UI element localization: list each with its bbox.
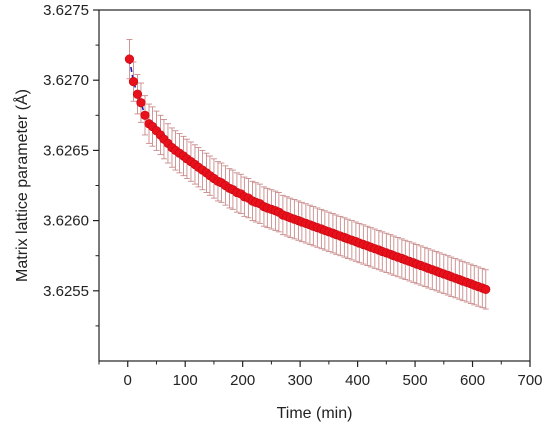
y-tick-label: 3.6260 [43, 213, 89, 230]
data-point [124, 54, 135, 64]
data-point [128, 77, 139, 87]
y-axis-ticks: 3.6255 3.6260 3.6265 3.6270 3.6275 [43, 2, 99, 327]
x-tick-label: 200 [230, 372, 255, 389]
x-tick-label: 400 [345, 372, 370, 389]
y-tick-label: 3.6270 [43, 72, 89, 89]
plot-frame [98, 9, 531, 362]
x-tick-label: 300 [288, 372, 313, 389]
y-axis-title: Matrix lattice parameter (Å) [12, 89, 31, 282]
data-points [124, 54, 491, 294]
x-tick-label: 700 [517, 372, 542, 389]
y-tick-label: 3.6255 [43, 283, 89, 300]
x-tick-label: 600 [460, 372, 485, 389]
plot-border [98, 9, 531, 362]
y-tick-label: 3.6275 [43, 2, 89, 19]
x-tick-label: 0 [124, 372, 132, 389]
data-point [481, 284, 491, 294]
data-point [136, 98, 146, 108]
data-point [140, 110, 150, 120]
x-axis-title: Time (min) [277, 405, 353, 422]
x-tick-label: 500 [403, 372, 428, 389]
y-tick-label: 3.6265 [43, 142, 89, 159]
data-point [132, 89, 143, 99]
x-axis-ticks: 0 100 200 300 400 500 600 700 [98, 361, 543, 389]
x-tick-label: 100 [173, 372, 198, 389]
